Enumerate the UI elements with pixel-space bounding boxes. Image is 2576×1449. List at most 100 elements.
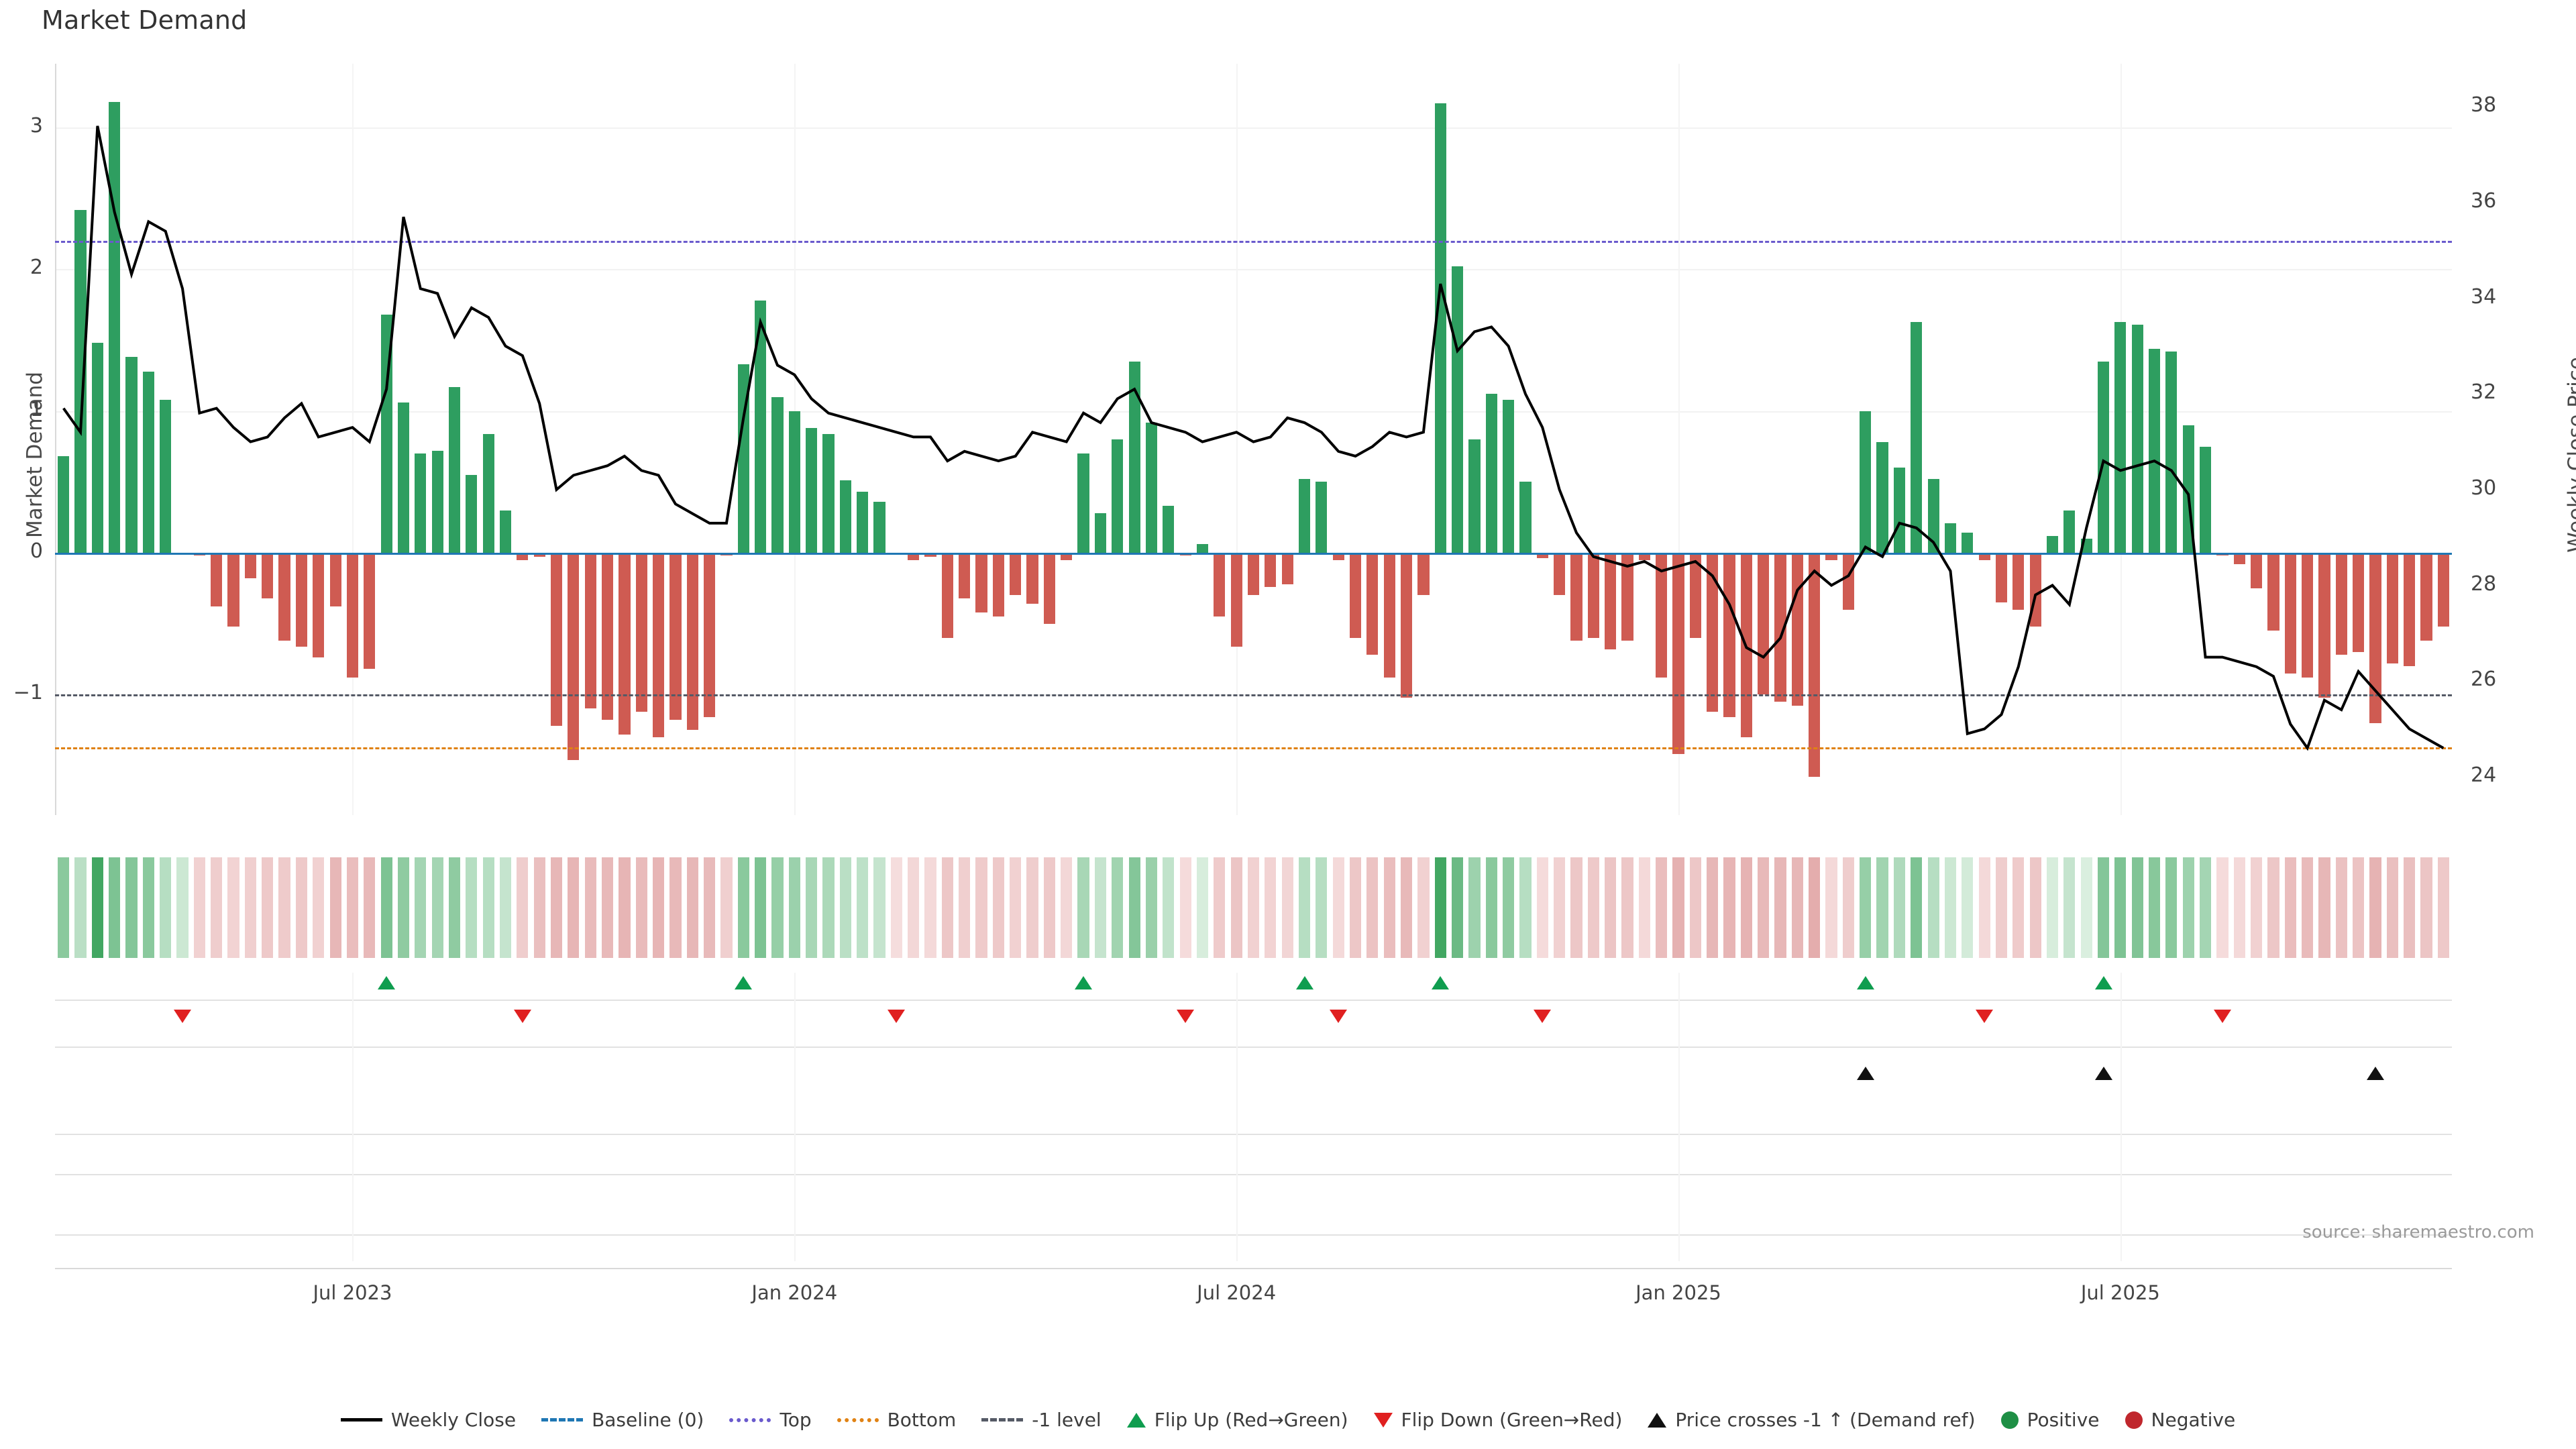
heatmap-cell <box>466 857 478 958</box>
heatmap-cell <box>1247 857 1260 958</box>
flip-up-marker <box>735 976 753 989</box>
demand-bar <box>2097 361 2110 553</box>
y-tick-right: 38 <box>2471 93 2497 117</box>
heatmap-cell <box>1689 857 1701 958</box>
heatmap-cell <box>2063 857 2076 958</box>
heatmap-cell <box>652 857 665 958</box>
legend-item[interactable]: Baseline (0) <box>541 1409 704 1431</box>
legend-item[interactable]: Price crosses -1 ↑ (Demand ref) <box>1648 1409 1976 1431</box>
heatmap-cell <box>1163 857 1175 958</box>
legend-item-label: Weekly Close <box>390 1409 517 1431</box>
heatmap-cell <box>109 857 121 958</box>
demand-bar <box>1094 513 1107 553</box>
legend-item-label: Flip Up (Red→Green) <box>1154 1409 1348 1431</box>
demand-bar <box>1400 553 1413 698</box>
heatmap-cell <box>1230 857 1242 958</box>
heatmap-cell <box>550 857 563 958</box>
heatmap-cell <box>839 857 851 958</box>
demand-bar <box>1638 553 1650 560</box>
demand-bar <box>1281 553 1293 584</box>
x-tick: Jan 2024 <box>751 1281 838 1304</box>
demand-bar <box>1247 553 1260 596</box>
heatmap-cell <box>1774 857 1786 958</box>
demand-bar <box>992 553 1004 617</box>
demand-bar <box>517 553 529 560</box>
heatmap-cell <box>346 857 359 958</box>
y-tick-right: 30 <box>2471 476 2497 500</box>
demand-bar <box>619 553 631 735</box>
demand-bar <box>601 553 614 720</box>
heatmap-cell <box>1281 857 1293 958</box>
heatmap-cell <box>1554 857 1566 958</box>
heatmap-cell <box>431 857 443 958</box>
heatmap-cell <box>924 857 936 958</box>
demand-bar <box>737 364 749 553</box>
heatmap-cell <box>1383 857 1395 958</box>
legend-item-label: Top <box>780 1409 812 1431</box>
triangle-up-icon <box>1126 1412 1146 1428</box>
demand-bar <box>1366 553 1379 655</box>
demand-bar <box>2199 446 2212 553</box>
legend-item[interactable]: Negative <box>2125 1409 2235 1431</box>
heatmap-cell <box>1094 857 1107 958</box>
demand-bar <box>1927 479 1939 553</box>
legend-item[interactable]: Top <box>729 1409 812 1431</box>
heatmap-cell <box>992 857 1004 958</box>
gridline-horizontal <box>55 1174 2452 1175</box>
demand-bar <box>857 492 869 553</box>
heatmap-cell <box>244 857 257 958</box>
gridline-vertical <box>1236 64 1238 815</box>
flip-down-marker <box>513 1010 531 1023</box>
demand-bar <box>2386 553 2398 663</box>
legend-item[interactable]: Flip Up (Red→Green) <box>1126 1409 1348 1431</box>
heatmap-cell <box>771 857 784 958</box>
demand-bar <box>1774 553 1786 702</box>
heatmap-cell <box>364 857 376 958</box>
legend-item[interactable]: -1 level <box>981 1409 1102 1431</box>
demand-bar <box>142 371 154 553</box>
legend-item-label: Flip Down (Green→Red) <box>1401 1409 1623 1431</box>
demand-bar <box>74 209 87 553</box>
heatmap-cell <box>2012 857 2025 958</box>
legend-dot-icon <box>2125 1411 2143 1429</box>
demand-bar <box>1656 553 1668 678</box>
demand-bar <box>1689 553 1701 638</box>
heatmap-cell <box>2353 857 2365 958</box>
demand-bar <box>686 553 698 731</box>
demand-bar <box>1332 553 1344 560</box>
price-cross-marker <box>1856 1067 1874 1080</box>
demand-bar <box>941 553 953 638</box>
legend-item[interactable]: Flip Down (Green→Red) <box>1373 1409 1623 1431</box>
heatmap-cell <box>499 857 512 958</box>
heatmap-cell <box>941 857 953 958</box>
y-tick-right: 36 <box>2471 189 2497 213</box>
heatmap-cell <box>2420 857 2432 958</box>
heatmap-cell <box>2148 857 2161 958</box>
price-cross-marker <box>2366 1067 2384 1080</box>
demand-bar <box>2369 553 2381 723</box>
demand-bar <box>91 343 103 553</box>
heatmap-cell <box>2046 857 2059 958</box>
heatmap-cell <box>2233 857 2245 958</box>
price-cross-marker <box>2094 1067 2112 1080</box>
legend-item[interactable]: Positive <box>2000 1409 2100 1431</box>
heatmap-cell <box>1026 857 1038 958</box>
legend-item[interactable]: Bottom <box>837 1409 957 1431</box>
heatmap-cell <box>1605 857 1617 958</box>
demand-bar <box>1265 553 1277 587</box>
legend-item-label: Bottom <box>887 1409 957 1431</box>
flip-up-marker <box>1856 976 1874 989</box>
demand-bar <box>2353 553 2365 652</box>
heatmap-cell <box>397 857 410 958</box>
flip-down-marker <box>1330 1010 1348 1023</box>
legend-line-icon <box>981 1418 1024 1421</box>
demand-bar <box>1196 544 1209 553</box>
heatmap-cell <box>1809 857 1821 958</box>
demand-bar <box>1145 422 1158 553</box>
legend-item[interactable]: Weekly Close <box>340 1409 517 1431</box>
demand-bar <box>584 553 596 709</box>
gridline-vertical <box>352 64 354 815</box>
heatmap-cell <box>1145 857 1158 958</box>
heatmap-cell <box>1196 857 1209 958</box>
heatmap-cell <box>1656 857 1668 958</box>
